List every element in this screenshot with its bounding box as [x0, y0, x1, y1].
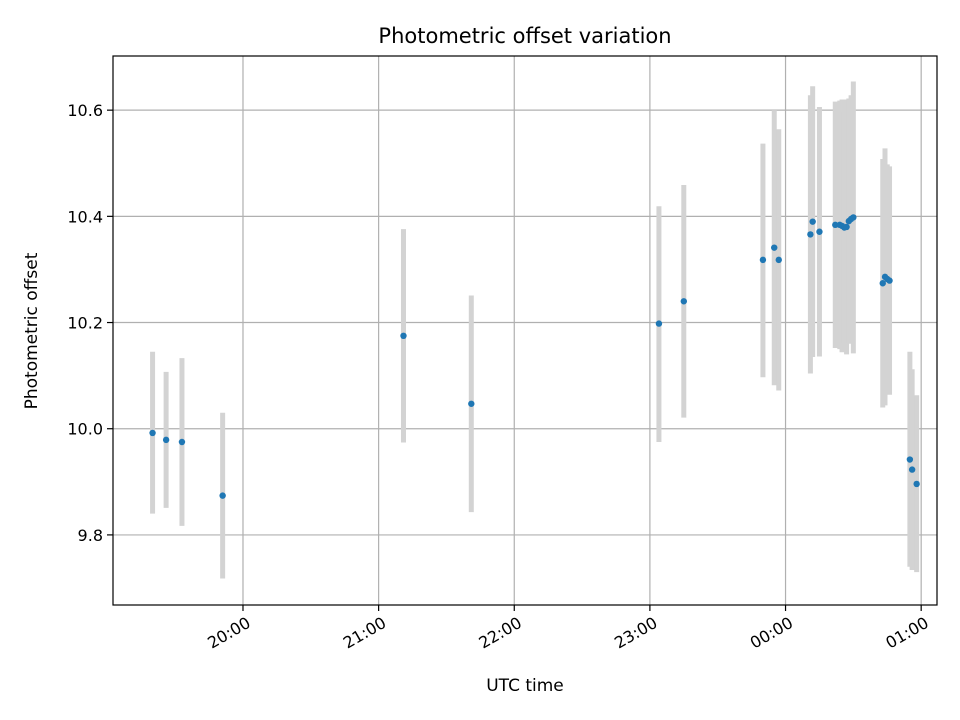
data-point [400, 332, 407, 340]
y-tick-label: 10.0 [67, 420, 103, 439]
data-point [809, 218, 816, 225]
data-point [162, 436, 170, 444]
data-point [655, 320, 663, 327]
data-point [680, 298, 688, 305]
data-point [468, 400, 475, 407]
data-point [906, 456, 914, 463]
data-point [775, 256, 782, 264]
plot-area-frame [112, 55, 938, 606]
data-point [913, 480, 920, 488]
data-point [908, 466, 916, 473]
data-point [886, 277, 893, 284]
y-tick-label: 10.6 [67, 101, 103, 120]
data-point [850, 214, 857, 221]
grid [113, 56, 937, 605]
y-tick-label: 10.4 [67, 207, 103, 226]
data-point [816, 228, 823, 235]
data-point [219, 492, 226, 499]
data-point [843, 223, 850, 231]
y-tick-label: 9.8 [78, 526, 103, 545]
data-point [771, 244, 778, 251]
y-axis-label: Photometric offset [22, 252, 42, 409]
data-point [149, 429, 156, 437]
data-point [759, 256, 767, 264]
chart-title: Photometric offset variation [378, 24, 671, 48]
data-point [832, 221, 839, 229]
data-point [879, 280, 886, 287]
data-point [178, 438, 186, 446]
y-tick-label: 10.2 [67, 314, 103, 333]
x-axis-label: UTC time [486, 676, 564, 696]
data-point [807, 231, 814, 238]
data-points [149, 214, 920, 499]
